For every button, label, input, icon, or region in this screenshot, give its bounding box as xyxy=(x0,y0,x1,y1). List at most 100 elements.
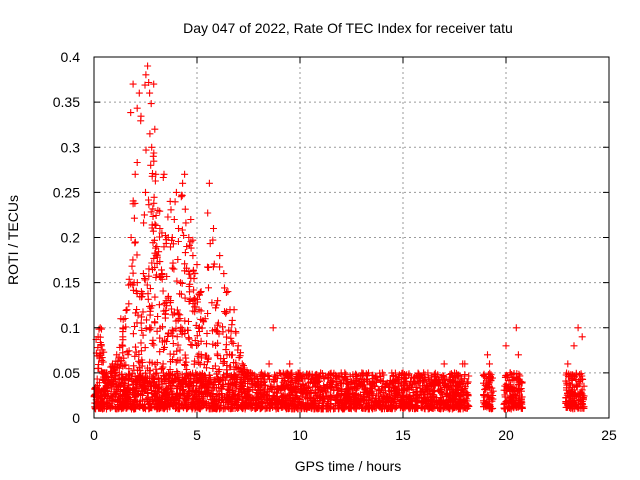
data-point xyxy=(228,321,236,329)
data-point xyxy=(391,384,398,392)
data-point xyxy=(224,396,232,404)
data-point xyxy=(441,381,449,389)
data-point xyxy=(169,356,176,364)
data-point xyxy=(153,243,161,250)
data-point xyxy=(257,404,265,412)
data-point xyxy=(502,342,510,350)
data-point xyxy=(149,152,157,160)
data-point xyxy=(183,366,191,373)
data-point xyxy=(507,405,515,413)
data-point xyxy=(399,398,407,406)
data-point xyxy=(112,405,120,413)
data-point xyxy=(185,334,193,342)
data-point xyxy=(236,390,244,398)
data-point xyxy=(178,226,186,234)
data-point xyxy=(96,400,104,408)
data-point xyxy=(281,398,289,406)
data-point xyxy=(291,403,299,411)
data-point xyxy=(169,340,177,347)
data-point xyxy=(336,379,344,387)
data-point xyxy=(170,350,178,358)
data-point xyxy=(152,397,160,405)
data-point xyxy=(231,372,239,380)
data-point xyxy=(97,405,105,412)
data-point xyxy=(241,405,249,413)
data-point xyxy=(457,381,465,389)
data-point xyxy=(218,393,226,401)
data-point xyxy=(119,342,127,350)
y-tick-label: 0.2 xyxy=(61,230,81,246)
data-point xyxy=(365,369,372,377)
data-point xyxy=(178,279,186,287)
data-point xyxy=(136,403,144,411)
data-point xyxy=(166,366,174,373)
data-point xyxy=(98,325,105,333)
data-point xyxy=(173,347,181,355)
data-point xyxy=(209,263,217,271)
data-point xyxy=(364,394,372,402)
data-point xyxy=(480,403,488,411)
data-point xyxy=(142,369,149,377)
data-point xyxy=(390,392,398,400)
data-point xyxy=(352,397,360,405)
data-point xyxy=(365,390,373,398)
data-point xyxy=(184,327,192,334)
data-point xyxy=(210,396,218,404)
x-tick-label: 10 xyxy=(292,427,308,443)
data-point xyxy=(93,382,101,390)
data-point xyxy=(335,399,343,407)
data-point xyxy=(372,398,380,405)
data-point xyxy=(320,392,328,400)
data-point xyxy=(175,225,182,232)
data-point xyxy=(123,385,131,393)
data-point xyxy=(172,405,179,412)
data-point xyxy=(220,270,228,278)
data-point xyxy=(351,397,359,405)
data-point xyxy=(283,383,291,391)
data-point xyxy=(124,374,132,382)
data-point xyxy=(151,293,159,301)
data-point xyxy=(458,399,466,407)
data-point xyxy=(93,375,101,383)
data-point xyxy=(170,397,178,404)
data-point xyxy=(431,369,439,377)
data-point xyxy=(337,391,345,399)
data-point xyxy=(485,383,493,391)
data-point xyxy=(247,404,255,412)
data-point xyxy=(274,385,282,393)
data-point xyxy=(148,340,156,347)
data-point xyxy=(375,392,383,400)
data-point xyxy=(570,342,578,350)
data-point xyxy=(406,381,414,389)
data-point xyxy=(379,399,386,407)
data-point xyxy=(368,371,376,379)
data-point xyxy=(142,146,150,154)
data-point xyxy=(264,401,272,409)
data-point xyxy=(409,378,417,386)
data-point xyxy=(211,395,219,403)
data-point xyxy=(156,348,164,356)
data-point xyxy=(398,378,406,386)
data-point xyxy=(138,362,146,370)
data-point xyxy=(287,387,295,395)
y-axis-label: ROTI / TECUs xyxy=(5,195,21,285)
data-point xyxy=(193,342,201,349)
data-point xyxy=(562,394,570,402)
y-tick-label: 0.05 xyxy=(53,365,80,381)
data-point xyxy=(178,325,186,333)
data-point xyxy=(395,375,403,383)
data-point xyxy=(145,79,153,86)
data-point xyxy=(129,330,137,338)
data-point xyxy=(573,382,581,390)
data-point xyxy=(181,249,189,257)
data-point xyxy=(485,401,493,409)
data-point xyxy=(577,395,585,403)
data-point xyxy=(238,360,246,368)
data-point xyxy=(461,383,469,391)
data-point xyxy=(123,404,131,412)
data-point xyxy=(216,252,224,260)
data-point xyxy=(207,390,215,398)
data-point xyxy=(156,225,164,232)
data-point xyxy=(143,281,151,289)
data-point xyxy=(404,385,412,393)
